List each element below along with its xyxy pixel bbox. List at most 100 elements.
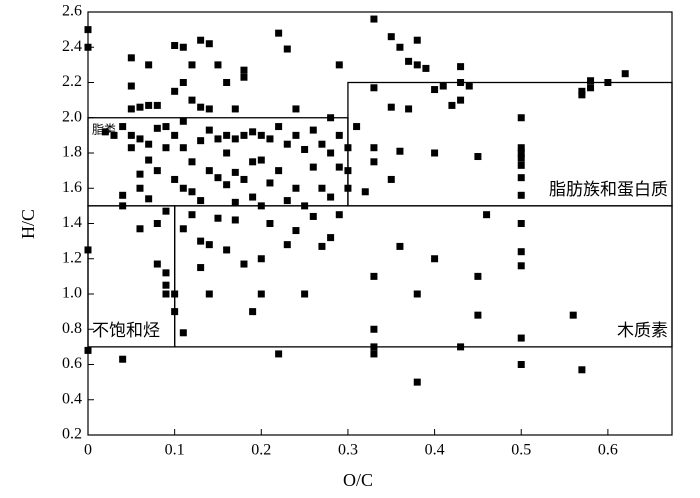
point — [517, 174, 525, 182]
point — [517, 262, 525, 270]
x-tick-label: 0.1 — [165, 442, 185, 459]
point — [405, 57, 413, 65]
point — [578, 91, 586, 99]
point — [361, 188, 369, 196]
point — [171, 175, 179, 183]
point — [604, 79, 612, 86]
point — [205, 241, 213, 249]
region-box — [173, 205, 673, 348]
point — [171, 87, 179, 95]
point — [179, 329, 187, 337]
point — [240, 66, 248, 74]
point — [153, 167, 161, 175]
point — [179, 225, 187, 233]
point — [171, 308, 179, 316]
point — [578, 87, 586, 95]
point — [231, 168, 239, 176]
point — [344, 167, 352, 175]
point — [136, 184, 144, 192]
point — [197, 197, 205, 205]
region-label: 脂肪族和蛋白质 — [549, 180, 668, 200]
point — [171, 41, 179, 49]
point — [127, 144, 135, 152]
point — [197, 103, 205, 111]
point — [179, 144, 187, 152]
point — [188, 61, 196, 69]
point — [370, 144, 378, 152]
point — [240, 131, 248, 139]
point — [153, 220, 161, 227]
point — [517, 191, 525, 199]
point — [145, 140, 153, 148]
point — [569, 311, 577, 319]
point — [145, 61, 153, 69]
y-tick-label: 1.2 — [62, 249, 82, 266]
point — [335, 61, 343, 69]
point — [283, 241, 291, 249]
point — [413, 378, 421, 386]
y-tick-label: 0.8 — [62, 320, 82, 337]
point — [231, 105, 239, 113]
point — [431, 86, 439, 94]
point — [84, 246, 92, 254]
point — [422, 64, 430, 72]
point — [249, 193, 257, 201]
point — [439, 82, 447, 90]
point — [431, 149, 439, 157]
y-tick-label: 2.6 — [62, 3, 82, 20]
point — [283, 197, 291, 205]
point — [153, 124, 161, 132]
point — [110, 131, 118, 139]
point — [231, 198, 239, 206]
point — [145, 156, 153, 164]
point — [84, 346, 92, 354]
point — [162, 281, 170, 289]
point — [483, 211, 491, 219]
point — [301, 290, 309, 298]
point — [214, 135, 222, 143]
point — [370, 15, 378, 23]
point — [179, 43, 187, 51]
point — [119, 202, 127, 210]
point — [205, 105, 213, 113]
point — [162, 144, 170, 152]
x-tick-label: 0.2 — [251, 442, 271, 459]
point — [223, 181, 231, 189]
point — [370, 325, 378, 333]
point — [517, 220, 525, 227]
point — [292, 184, 300, 192]
point — [188, 211, 196, 219]
y-tick-label: 1.4 — [62, 214, 82, 231]
point — [266, 179, 274, 187]
point — [474, 272, 482, 280]
point — [283, 140, 291, 148]
point — [205, 40, 213, 48]
point — [162, 269, 170, 277]
x-tick-label: 0.6 — [598, 442, 618, 459]
point — [231, 216, 239, 224]
y-axis-label: H/C — [18, 209, 38, 239]
point — [413, 36, 421, 44]
point — [171, 290, 179, 298]
point — [119, 191, 127, 199]
point — [162, 207, 170, 215]
point — [179, 117, 187, 125]
point — [214, 214, 222, 222]
point — [396, 242, 404, 250]
y-tick-label: 2.2 — [62, 73, 82, 90]
y-tick-label: 0.6 — [62, 355, 82, 372]
y-tick-label: 2.4 — [62, 38, 82, 55]
x-tick-label: 0 — [84, 442, 92, 459]
point — [517, 154, 525, 162]
point — [517, 114, 525, 122]
point — [327, 234, 335, 242]
point — [309, 212, 317, 220]
point — [153, 101, 161, 109]
point — [145, 195, 153, 203]
point — [387, 103, 395, 111]
point — [162, 123, 170, 131]
point — [136, 225, 144, 233]
point — [223, 149, 231, 157]
point — [240, 73, 248, 81]
